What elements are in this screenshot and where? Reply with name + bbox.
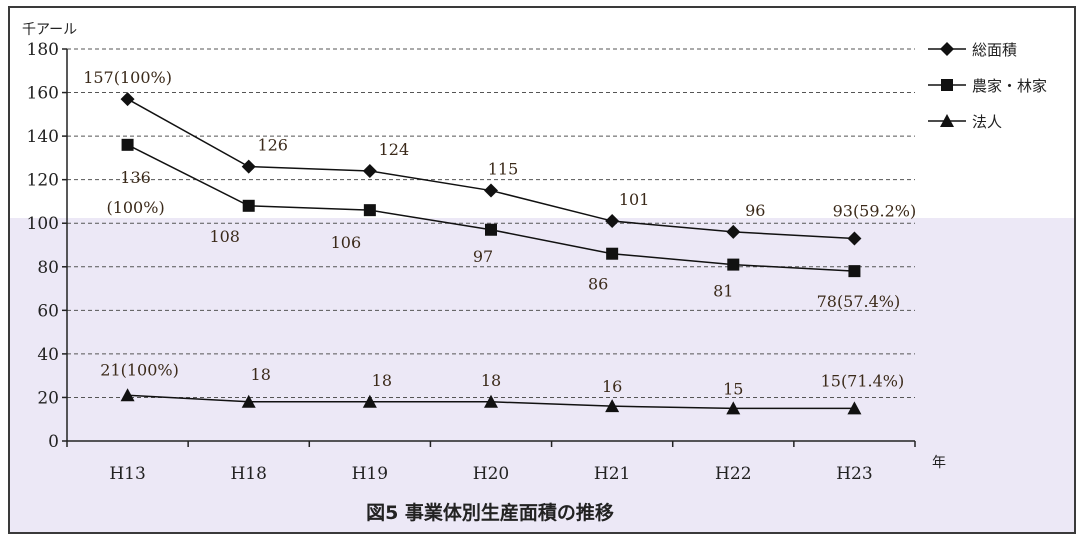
x-tick-label: H21 — [594, 464, 630, 484]
data-label: 115 — [488, 160, 519, 179]
data-label: 16 — [602, 377, 622, 396]
data-point — [242, 199, 255, 212]
legend-marker — [940, 114, 954, 127]
data-point — [605, 214, 620, 229]
data-point — [847, 231, 862, 246]
data-label: 136 (100%) — [106, 168, 164, 217]
y-tick-label: 140 — [27, 127, 59, 147]
y-axis-label: 千アール — [22, 22, 77, 38]
data-label: 81 — [713, 282, 733, 301]
data-point — [120, 388, 135, 402]
data-label: 126 — [257, 136, 288, 155]
data-point — [120, 92, 135, 107]
y-tick-label: 20 — [37, 388, 59, 408]
x-tick-label: H22 — [715, 464, 751, 484]
legend-marker — [941, 79, 953, 91]
data-point — [847, 401, 862, 415]
chart-frame: 0 20 40 60 80 100 120 140 160 180 H13 H18 H19 H20 H21 H… — [8, 6, 1076, 534]
data-point — [606, 247, 619, 260]
legend-entry: 法人 — [972, 113, 1002, 131]
data-label: 15(71.4%) — [821, 371, 905, 390]
data-point — [363, 204, 376, 217]
data-label: 108 — [209, 227, 240, 246]
x-tick-label: H18 — [230, 464, 266, 484]
data-label: 86 — [588, 275, 608, 294]
legend-entry: 農家・林家 — [972, 77, 1047, 95]
y-tick-label: 0 — [48, 432, 59, 452]
data-label: 78(57.4%) — [817, 292, 901, 311]
y-tick-label: 160 — [27, 84, 59, 104]
data-point — [362, 163, 377, 178]
data-point — [726, 401, 741, 415]
line-chart: 0 20 40 60 80 100 120 140 160 180 H13 H18 H19 H20 H21 H… — [22, 22, 1047, 524]
x-axis-label: 年 — [932, 455, 946, 471]
data-point — [485, 223, 497, 236]
data-label: 93(59.2%) — [833, 201, 917, 220]
x-tick-label: H20 — [473, 464, 509, 484]
x-tick-label: H13 — [109, 464, 145, 484]
data-point — [241, 394, 256, 408]
y-tick-label: 100 — [27, 214, 59, 234]
data-label: 18 — [251, 365, 271, 384]
data-point — [484, 183, 498, 198]
data-point — [605, 399, 620, 413]
data-label: 21(100%) — [100, 360, 179, 379]
data-point — [727, 258, 740, 271]
y-tick-label: 180 — [27, 40, 59, 60]
y-tick-label: 120 — [27, 171, 59, 191]
y-tick-label: 60 — [37, 301, 59, 321]
data-label: 15 — [723, 379, 743, 398]
data-label: 106 — [331, 233, 362, 252]
x-tick-label: H23 — [836, 464, 872, 484]
data-label: 157(100%) — [83, 68, 172, 87]
legend-marker — [940, 42, 954, 56]
data-point — [121, 138, 134, 151]
x-tick-label: H19 — [352, 464, 388, 484]
data-point — [726, 224, 741, 239]
chart-title: 図5 事業体別生産面積の推移 — [366, 501, 614, 524]
data-label: 97 — [473, 247, 493, 266]
data-point — [241, 159, 256, 174]
data-label: 101 — [619, 190, 650, 209]
data-label: 96 — [745, 201, 765, 220]
data-label: 18 — [372, 371, 392, 390]
data-point — [848, 265, 861, 278]
data-label: 18 — [481, 371, 501, 390]
legend-entry: 総面積 — [972, 41, 1017, 59]
data-point — [484, 394, 498, 408]
data-point — [362, 394, 377, 408]
y-tick-label: 80 — [37, 258, 59, 278]
y-tick-label: 40 — [37, 345, 59, 365]
data-label: 124 — [379, 140, 410, 159]
